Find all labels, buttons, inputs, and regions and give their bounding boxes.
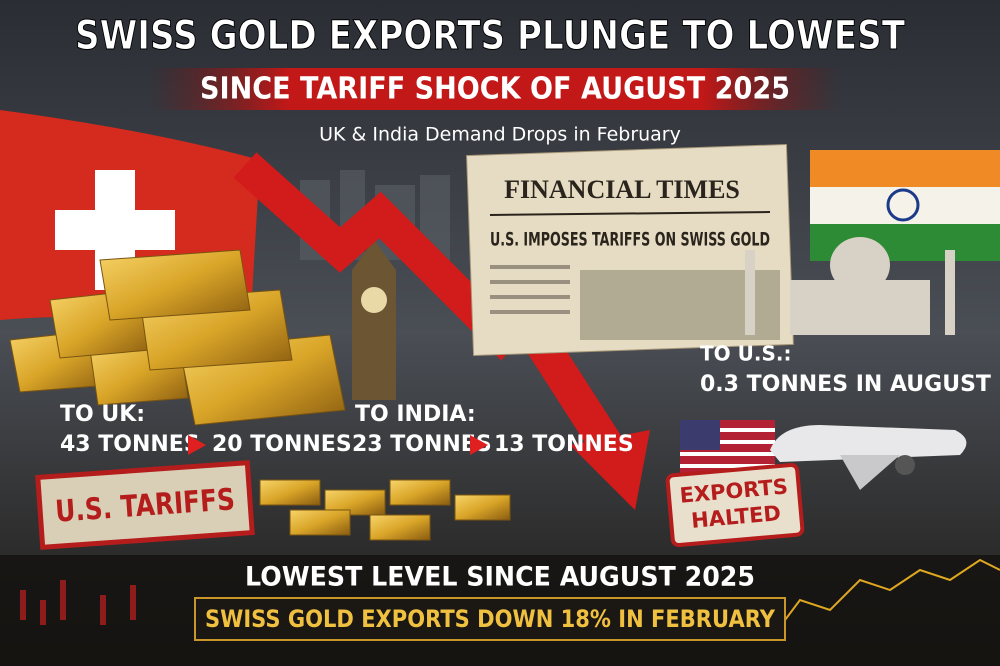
- uk-before: 43 TONNES: [60, 432, 200, 457]
- footer-summary: SWISS GOLD EXPORTS DOWN 18% IN FEBRUARY: [205, 605, 776, 633]
- ticker-bars: [20, 580, 136, 625]
- arrow-icon: [188, 435, 206, 455]
- india-after: 13 TONNES: [494, 432, 634, 457]
- title-line2: SINCE TARIFF SHOCK OF AUGUST 2025: [200, 72, 790, 107]
- uk-label: TO UK:: [60, 402, 145, 427]
- title-ribbon: [150, 68, 840, 110]
- uk-after: 20 TONNES: [212, 432, 352, 457]
- subtitle: UK & India Demand Drops in February: [319, 124, 681, 146]
- ticker-line: [769, 558, 1000, 641]
- gold-pile: [259, 479, 511, 541]
- india-before: 23 TONNES: [352, 432, 492, 457]
- airplane: [770, 425, 967, 490]
- gold-bars: [9, 249, 346, 426]
- india-label: TO INDIA:: [355, 402, 476, 427]
- rule: [489, 211, 771, 216]
- newspaper-headline: U.S. IMPOSES TARIFFS ON SWISS GOLD: [490, 229, 770, 251]
- tariff-stamp: U.S. TARIFFS: [35, 460, 255, 550]
- halted-stamp: EXPORTS HALTED: [665, 462, 805, 548]
- us-label: TO U.S.:: [700, 342, 791, 366]
- footer-box: [194, 597, 786, 641]
- arrow-icon: [470, 435, 488, 455]
- footer-headline: LOWEST LEVEL SINCE AUGUST 2025: [245, 562, 755, 593]
- us-amount: 0.3 TONNES IN AUGUST: [700, 372, 991, 397]
- big-ben: [352, 240, 396, 400]
- taj-mahal: [745, 237, 955, 335]
- newspaper-masthead: FINANCIAL TIMES: [504, 175, 740, 204]
- indian-flag: [810, 150, 1000, 261]
- title: SWISS GOLD EXPORTS PLUNGE TO LOWEST: [75, 13, 906, 59]
